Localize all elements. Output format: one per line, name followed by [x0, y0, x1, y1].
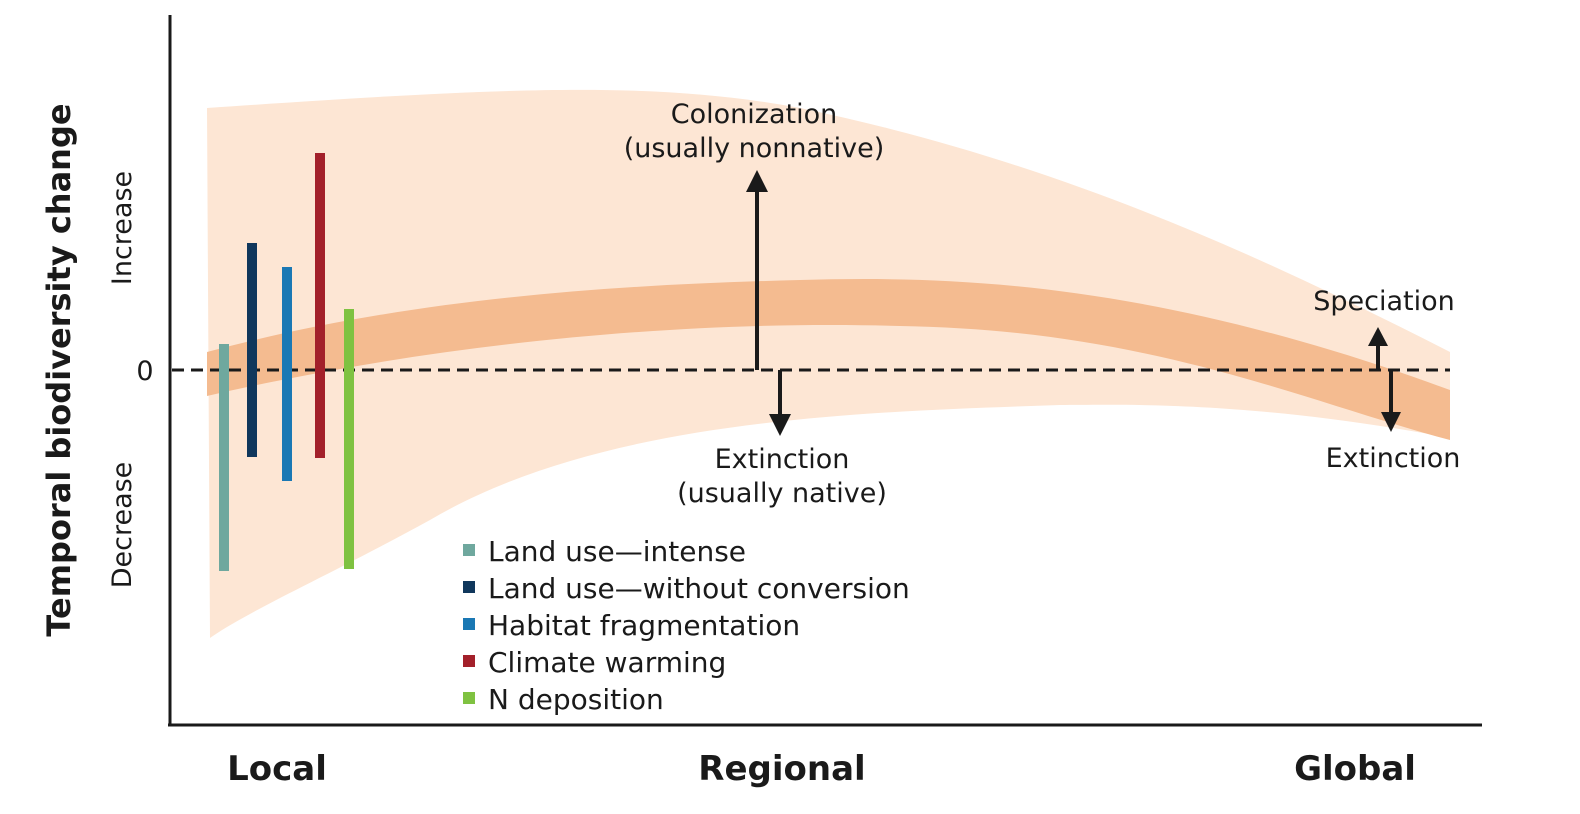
variability-envelope — [207, 89, 1450, 638]
legend-label: Habitat fragmentation — [488, 609, 800, 642]
trend-band — [207, 279, 1450, 440]
legend-label: Climate warming — [488, 646, 726, 679]
legend-item: Land use—without conversion — [463, 572, 910, 605]
legend-swatch — [463, 618, 475, 630]
extinction-global-label: Extinction — [1326, 443, 1461, 474]
legend: Land use—intense Land use—without conver… — [463, 535, 910, 716]
legend-item: Climate warming — [463, 646, 726, 679]
extinction-regional-label: Extinction — [715, 444, 850, 475]
extinction-global-arrow — [1381, 370, 1401, 432]
x-category-global: Global — [1294, 749, 1416, 789]
legend-label: Land use—without conversion — [488, 572, 910, 605]
y-decrease-label: Decrease — [107, 462, 138, 589]
bar-climate-warming — [315, 153, 325, 458]
legend-item: Habitat fragmentation — [463, 609, 800, 642]
y-increase-label: Increase — [107, 171, 138, 285]
legend-item: N deposition — [463, 683, 664, 716]
zero-tick-label: 0 — [136, 356, 153, 387]
bar-habitat-fragmentation — [282, 267, 292, 481]
colonization-sublabel: (usually nonnative) — [624, 133, 885, 164]
bar-land-use-without-conversion — [247, 243, 257, 457]
x-category-regional: Regional — [698, 749, 865, 789]
legend-swatch — [463, 692, 475, 704]
x-category-local: Local — [227, 749, 327, 789]
extinction-regional-sublabel: (usually native) — [677, 478, 887, 509]
extinction-regional-arrow — [769, 370, 791, 436]
speciation-label: Speciation — [1313, 286, 1455, 317]
legend-item: Land use—intense — [463, 535, 746, 568]
bar-land-use-intense — [219, 344, 229, 571]
y-axis-title: Temporal biodiversity change — [40, 103, 78, 636]
bar-n-deposition — [344, 309, 354, 569]
speciation-arrow — [1368, 327, 1388, 370]
legend-label: N deposition — [488, 683, 664, 716]
legend-swatch — [463, 544, 475, 556]
legend-swatch — [463, 581, 475, 593]
legend-label: Land use—intense — [488, 535, 746, 568]
colonization-arrow — [746, 170, 768, 370]
colonization-label: Colonization — [671, 99, 837, 130]
legend-swatch — [463, 655, 475, 667]
